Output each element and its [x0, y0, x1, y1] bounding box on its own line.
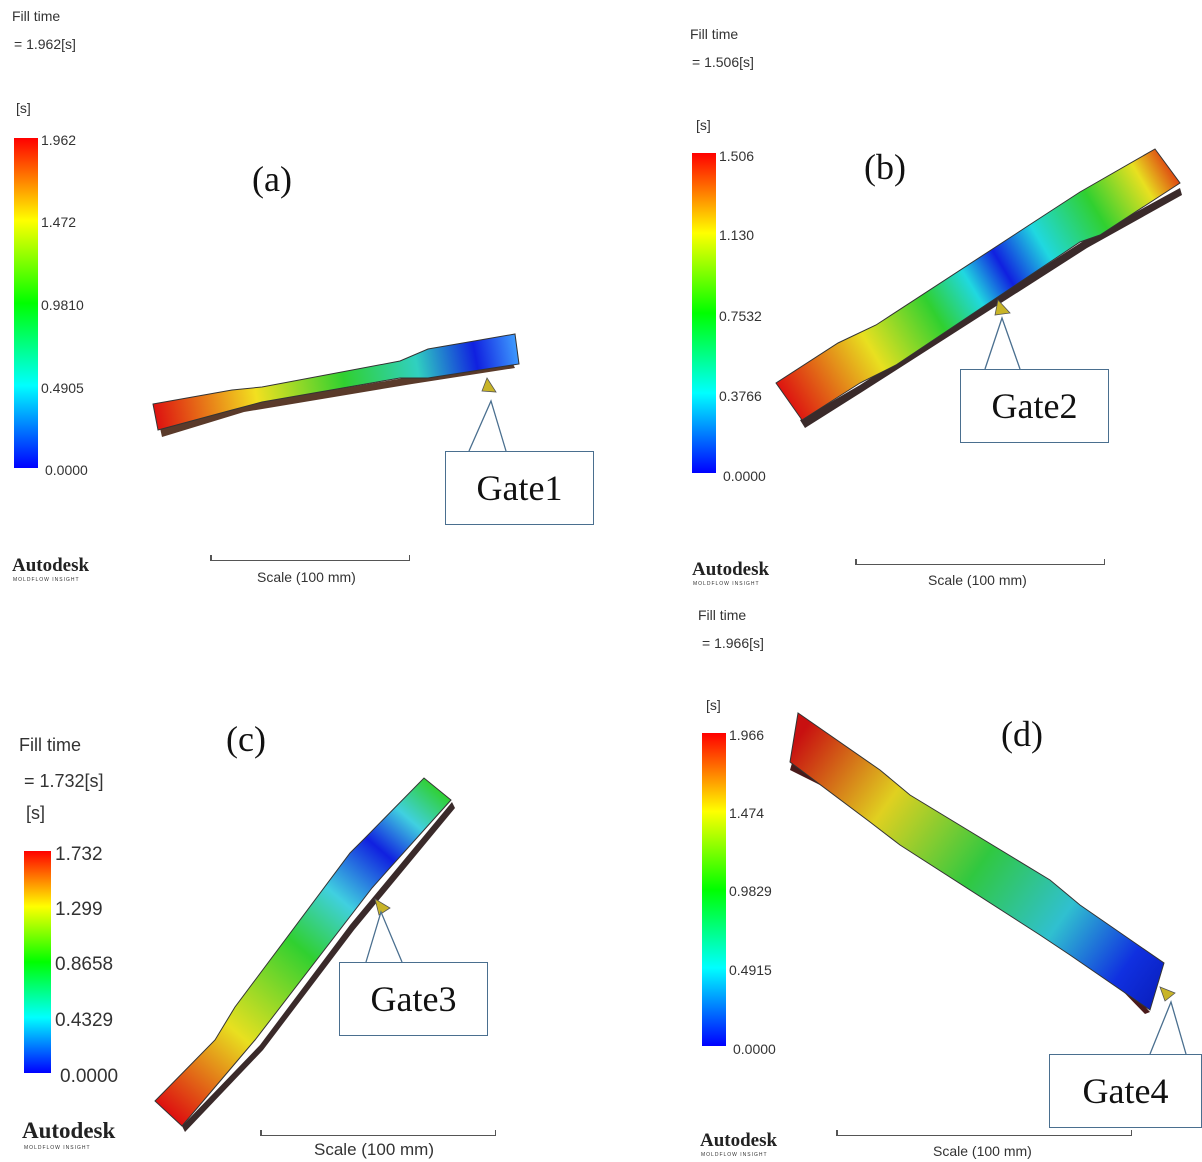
gate-label-b: Gate2: [960, 369, 1109, 443]
tick-d-2: 0.9829: [729, 883, 772, 899]
autodesk-logo-d: Autodesk: [700, 1130, 778, 1151]
gate-marker-a: [481, 377, 497, 393]
scale-label-a: Scale (100 mm): [257, 569, 356, 585]
callout-line-a: [468, 399, 507, 452]
specimen-b: [775, 148, 1182, 428]
fill-time-label-b: Fill time: [690, 26, 739, 42]
autodesk-logo-a: Autodesk: [12, 555, 90, 576]
gate-label-d: Gate4: [1049, 1054, 1202, 1128]
brand-sub-a: MOLDFLOW INSIGHT: [13, 577, 80, 583]
tick-d-3: 0.4915: [729, 962, 772, 978]
unit-label-c: [s]: [26, 803, 46, 823]
scale-bar-d: [836, 1130, 1132, 1136]
tick-d-0: 1.966: [729, 727, 765, 743]
scale-bar-c: [260, 1130, 496, 1136]
callout-line-b: [984, 315, 1021, 370]
tick-a-4: 0.0000: [45, 462, 88, 478]
tick-a-3: 0.4905: [41, 380, 84, 396]
tick-b-4: 0.0000: [723, 468, 766, 484]
fill-time-value-d: = 1.966[s]: [702, 635, 764, 651]
tick-c-0: 1.732: [55, 844, 103, 865]
tick-c-4: 0.0000: [60, 1066, 119, 1087]
tick-d-1: 1.474: [729, 805, 765, 821]
autodesk-logo-b: Autodesk: [692, 559, 770, 580]
tick-a-2: 0.9810: [41, 297, 84, 313]
gate-label-c: Gate3: [339, 962, 488, 1036]
unit-label-a: [s]: [16, 100, 31, 116]
gate-marker-c: [374, 898, 391, 916]
panel-letter-b: (b): [864, 147, 906, 187]
scale-bar-a: [210, 555, 410, 561]
specimen-a: [152, 333, 520, 437]
gate-marker-d: [1159, 986, 1176, 1002]
fill-time-value-b: = 1.506[s]: [692, 54, 754, 70]
fill-time-value-c: = 1.732[s]: [24, 771, 104, 791]
fill-time-value-a: = 1.962[s]: [14, 36, 76, 52]
tick-b-0: 1.506: [719, 148, 755, 164]
scale-bar-b: [855, 559, 1105, 565]
specimen-d: [789, 712, 1165, 1014]
tick-c-3: 0.4329: [55, 1010, 114, 1031]
colorbar-d: [702, 733, 726, 1046]
brand-sub-c: MOLDFLOW INSIGHT: [24, 1145, 91, 1151]
panel-letter-c: (c): [226, 719, 266, 759]
tick-c-2: 0.8658: [55, 954, 114, 975]
scale-label-d: Scale (100 mm): [933, 1143, 1032, 1159]
fill-time-label-d: Fill time: [698, 607, 747, 623]
brand-sub-b: MOLDFLOW INSIGHT: [693, 581, 760, 587]
tick-b-3: 0.3766: [719, 388, 762, 404]
colorbar-a: [14, 138, 38, 468]
tick-d-4: 0.0000: [733, 1041, 776, 1057]
tick-b-2: 0.7532: [719, 308, 762, 324]
colorbar-c: [24, 851, 51, 1073]
fill-time-label-a: Fill time: [12, 8, 61, 24]
callout-line-d: [1149, 1000, 1187, 1055]
autodesk-logo-c: Autodesk: [22, 1118, 116, 1143]
tick-a-1: 1.472: [41, 214, 77, 230]
brand-sub-d: MOLDFLOW INSIGHT: [701, 1152, 768, 1158]
unit-label-b: [s]: [696, 117, 711, 133]
tick-a-0: 1.962: [41, 132, 77, 148]
tick-b-1: 1.130: [719, 227, 755, 243]
panel-letter-d: (d): [1001, 714, 1043, 754]
scale-label-c: Scale (100 mm): [314, 1140, 434, 1159]
tick-c-1: 1.299: [55, 899, 103, 920]
colorbar-b: [692, 153, 716, 473]
panel-letter-a: (a): [252, 159, 292, 199]
gate-label-a: Gate1: [445, 451, 594, 525]
callout-line-c: [365, 910, 403, 963]
specimen-c: [154, 777, 455, 1132]
unit-label-d: [s]: [706, 697, 721, 713]
fill-time-label-c: Fill time: [19, 735, 81, 755]
gate-marker-b: [994, 299, 1011, 316]
scale-label-b: Scale (100 mm): [928, 572, 1027, 588]
